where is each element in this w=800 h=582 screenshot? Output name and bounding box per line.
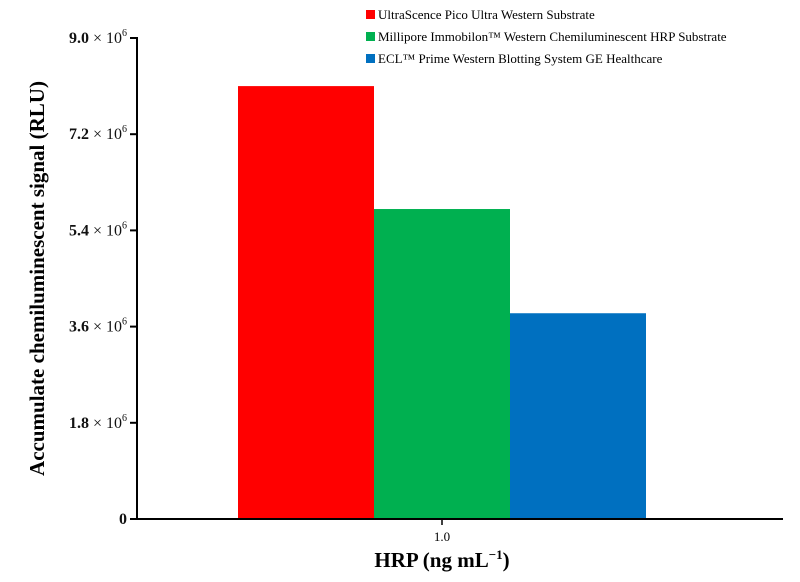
y-tick-exponent: 6 [122,413,127,424]
x-axis-title-superscript: −1 [489,547,503,562]
legend-label-2: Millipore Immobilon™ Western Chemilumine… [378,29,727,44]
legend-swatch-2 [366,32,375,41]
y-tick-label: 0 [119,511,127,528]
y-tick-label: 3.6 × 106 [69,317,127,336]
y-tick-base: 10 [106,319,122,336]
x-axis-title-close: ) [503,548,510,572]
y-tick-exponent: 6 [122,220,127,231]
y-tick-times: × [93,319,106,336]
bar-series-1 [238,86,374,519]
bars-group [238,86,646,519]
y-tick-base: 10 [106,222,122,239]
y-tick-mantissa: 9.0 [69,30,93,47]
legend-label-1: UltraScence Pico Ultra Western Substrate [378,7,595,22]
y-tick-times: × [93,222,106,239]
legend: UltraScence Pico Ultra Western Substrate… [366,7,727,66]
y-tick-base: 10 [106,415,122,432]
y-tick-mantissa: 5.4 [69,222,93,239]
y-tick-times: × [93,126,106,143]
y-tick-base: 10 [106,126,122,143]
y-tick-label: 1.8 × 106 [69,413,127,432]
y-tick-label: 5.4 × 106 [69,220,127,239]
y-tick-exponent: 6 [122,124,127,135]
y-tick-exponent: 6 [122,317,127,328]
x-tick-label: 1.0 [434,529,450,544]
legend-swatch-3 [366,54,375,63]
y-tick-label: 9.0 × 106 [69,28,127,47]
legend-label-3: ECL™ Prime Western Blotting System GE He… [378,51,663,66]
y-tick-times: × [93,30,106,47]
y-tick-mantissa: 7.2 [69,126,93,143]
y-axis-title: Accumulate chemiluminescent signal (RLU) [25,81,49,476]
y-tick-mantissa: 1.8 [69,415,93,432]
x-axis-title-main: HRP (ng mL [374,548,488,572]
y-tick-exponent: 6 [122,28,127,39]
x-axis-title: HRP (ng mL−1) [374,547,509,572]
bar-series-3 [510,313,646,519]
y-tick-times: × [93,415,106,432]
y-tick-base: 10 [106,30,122,47]
y-tick-label: 7.2 × 106 [69,124,127,143]
legend-swatch-1 [366,10,375,19]
y-tick-mantissa: 3.6 [69,319,93,336]
bar-series-2 [374,209,510,519]
